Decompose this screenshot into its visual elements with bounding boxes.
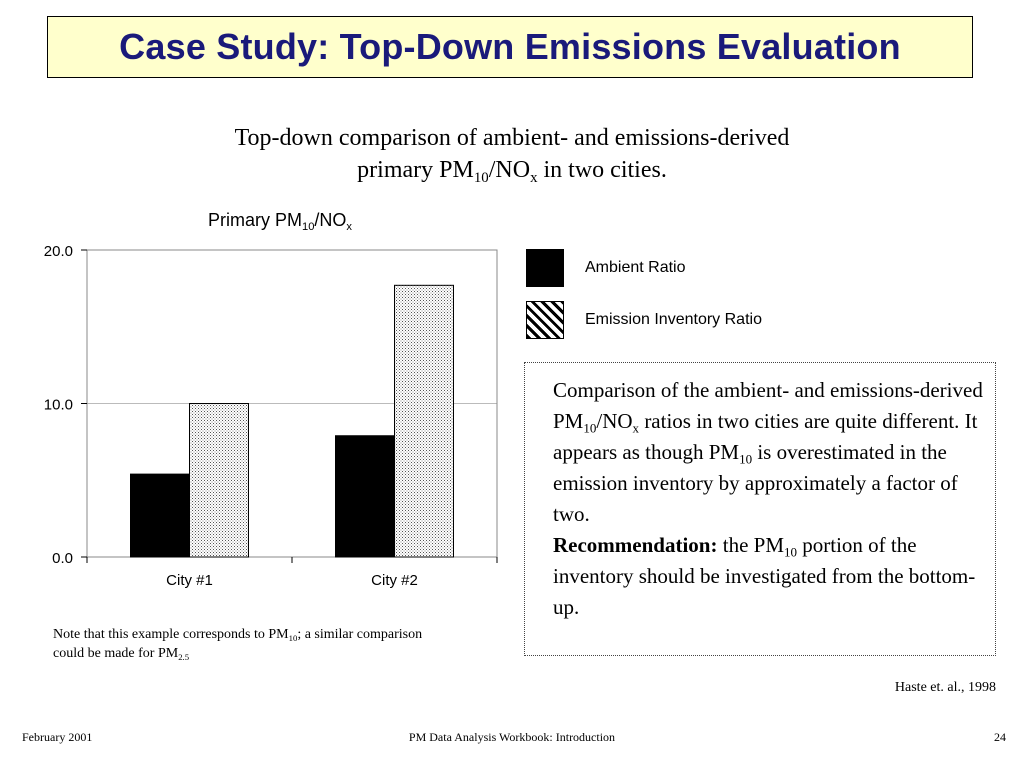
callout-sub-3: 10 — [739, 451, 753, 467]
subtitle-sub-1: 10 — [473, 170, 489, 187]
callout-sub-4: 10 — [784, 544, 798, 560]
footer-workbook-title: PM Data Analysis Workbook: Introduction — [408, 730, 616, 744]
note-text-a: Note that this example corresponds to PM — [53, 627, 289, 642]
note-sub-2: 2.5 — [178, 652, 190, 663]
chart-title: Primary PM10/NOx — [150, 210, 410, 233]
footnote: Note that this example corresponds to PM… — [53, 625, 453, 663]
recommendation-label: Recommendation: — [553, 533, 718, 557]
chart-title-a: Primary PM — [207, 210, 302, 230]
slide-title: Case Study: Top-Down Emissions Evaluatio… — [119, 26, 901, 67]
chart-title-sub-2: x — [346, 220, 352, 233]
legend-item-ambient: Ambient Ratio — [526, 249, 686, 287]
footer-date: February 2001 — [22, 730, 93, 744]
axis-ticks: 0.0 10.0 20.0 City #1 City #2 — [44, 243, 498, 589]
y-tick-label: 0.0 — [52, 550, 73, 567]
bars — [130, 284, 454, 558]
title-box: Case Study: Top-Down Emissions Evaluatio… — [47, 16, 973, 78]
bar-emission-city-1 — [189, 403, 249, 558]
callout-text-a: Comparison of the ambient- and emissions… — [553, 378, 983, 433]
subtitle-text-a: primary PM — [357, 157, 474, 183]
callout-text-c: ratios in two cities are quite different… — [553, 409, 978, 464]
legend-swatch-ambient — [526, 249, 564, 287]
footer-page-number: 24 — [994, 730, 1006, 744]
subtitle-sub-2: x — [530, 170, 538, 187]
legend-item-emission: Emission Inventory Ratio — [526, 301, 762, 339]
callout-text-f: portion of the inventory should be inves… — [553, 533, 976, 619]
chart-title-sub-1: 10 — [301, 220, 315, 233]
callout-text-b: /NO — [596, 409, 633, 433]
x-tick-label: City #2 — [371, 572, 418, 589]
slide-subtitle: Top-down comparison of ambient- and emis… — [150, 122, 874, 186]
legend-swatch-emission — [526, 301, 564, 339]
y-tick-label: 20.0 — [44, 243, 73, 260]
subtitle-line-1: Top-down comparison of ambient- and emis… — [234, 125, 790, 151]
legend-label-ambient: Ambient Ratio — [585, 259, 686, 276]
subtitle-line-2: primary PM10/NOx in two cities. — [150, 154, 874, 186]
x-tick-label: City #1 — [166, 572, 213, 589]
note-sub-1: 10 — [288, 633, 298, 644]
note-text-b: ; a similar comparison could be made for… — [53, 627, 423, 661]
chart-title-b: /NO — [314, 210, 347, 230]
bar-ambient-city-2 — [335, 435, 395, 558]
bar-ambient-city-1 — [130, 473, 190, 558]
bar-emission-city-2 — [394, 284, 454, 558]
callout-sub-2: x — [632, 420, 640, 436]
subtitle-text-c: in two cities. — [537, 157, 667, 183]
subtitle-text-b: /NO — [488, 157, 531, 183]
legend-label-emission: Emission Inventory Ratio — [585, 311, 762, 328]
citation: Haste et. al., 1998 — [894, 680, 996, 695]
callout-text-e: the PM — [717, 533, 784, 557]
callout-text-d: is overestimated in the emission invento… — [553, 440, 958, 526]
callout-sub-1: 10 — [583, 420, 597, 436]
y-tick-label: 10.0 — [44, 397, 73, 414]
callout-box: Comparison of the ambient- and emissions… — [524, 362, 996, 656]
